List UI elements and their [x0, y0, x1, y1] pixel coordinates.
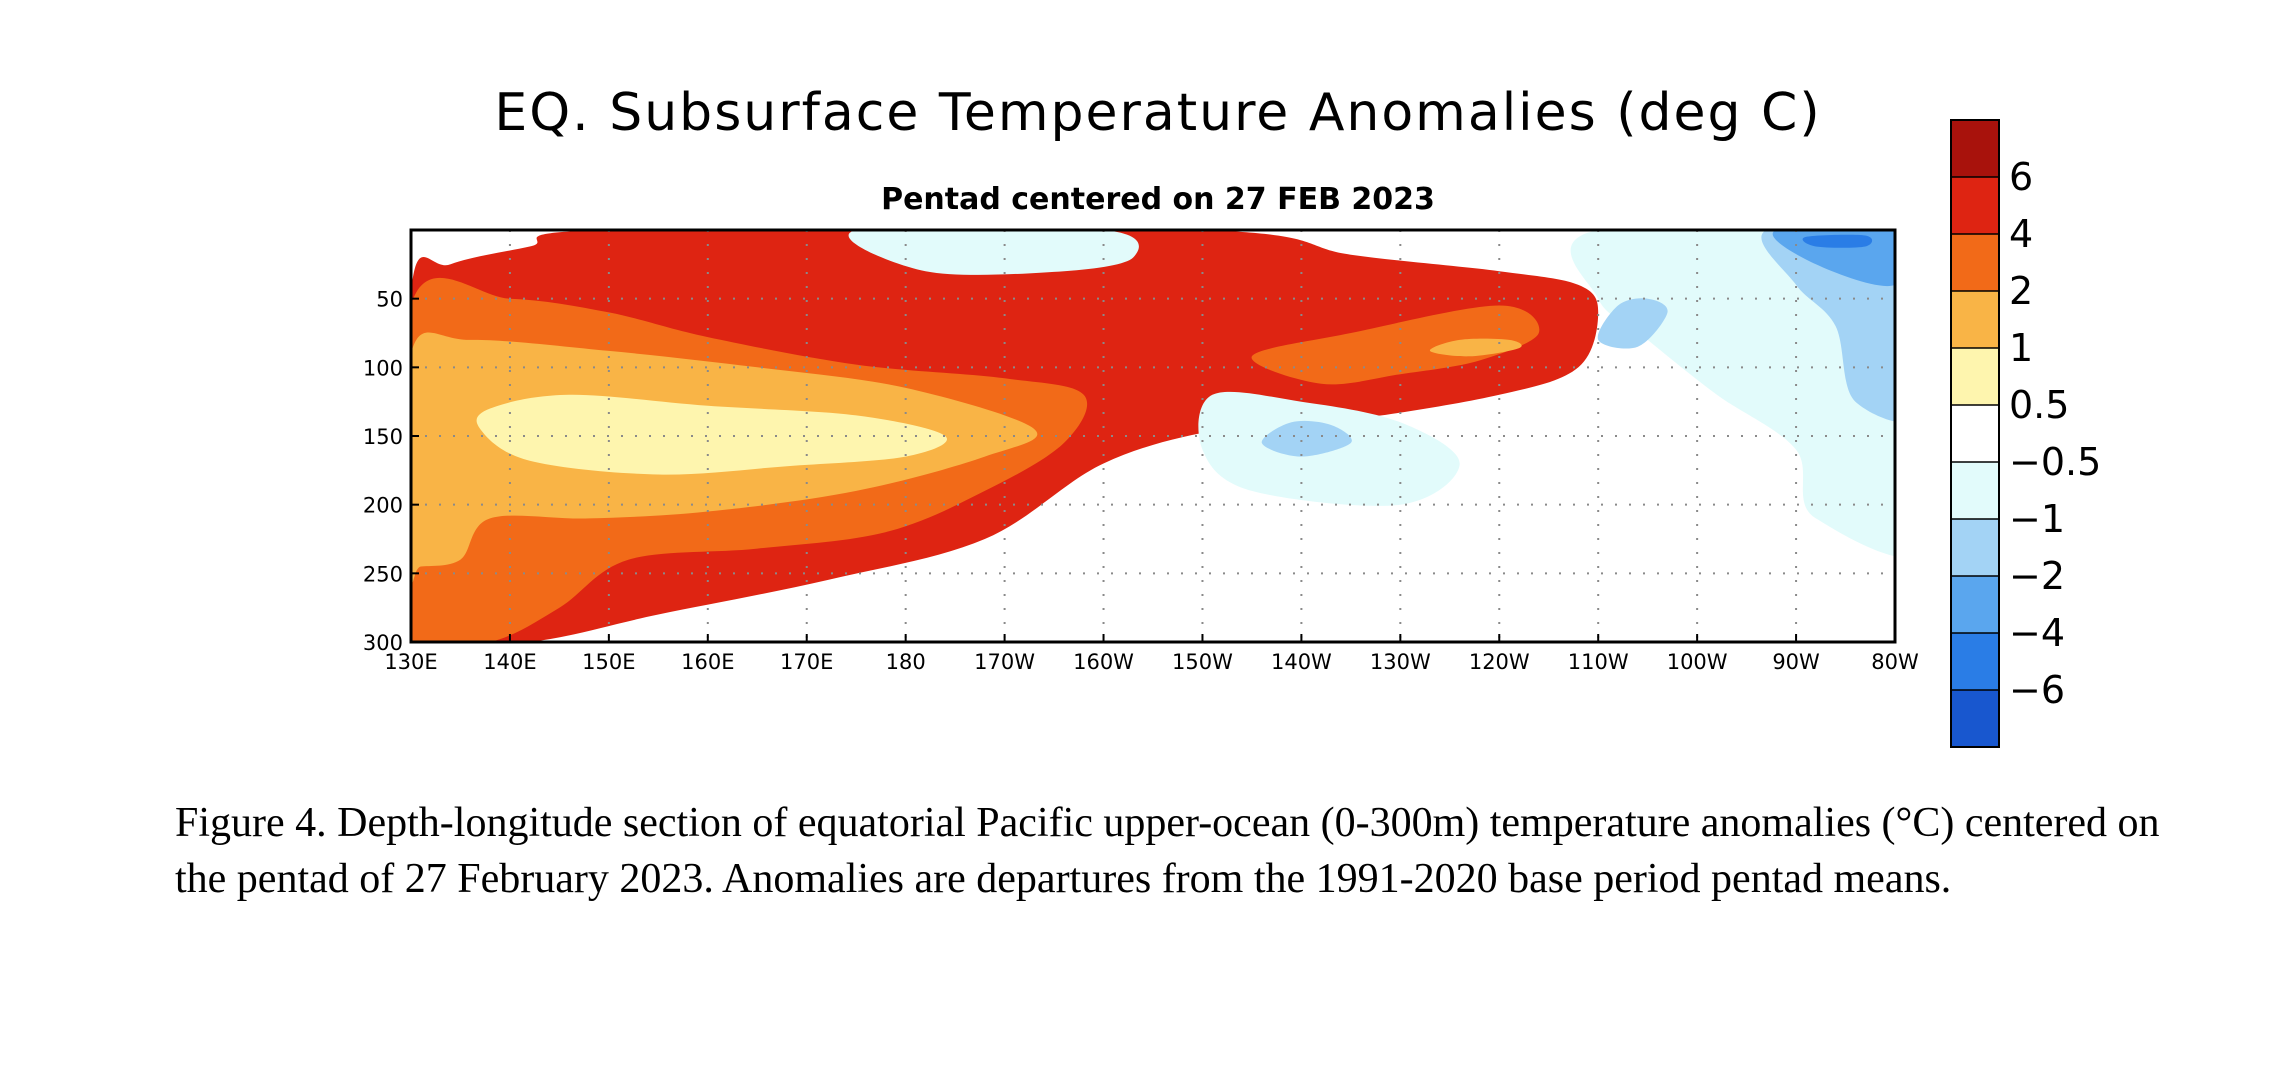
colorbar-swatch [1951, 405, 1999, 462]
x-tick-label: 130E [384, 650, 437, 674]
y-tick-label: 50 [376, 288, 403, 312]
x-tick-label: 90W [1772, 650, 1820, 674]
colorbar-frame [1950, 119, 2000, 748]
y-axis: 50 100 150 200 250 300 [363, 288, 419, 655]
colorbar-label: 4 [2009, 212, 2033, 256]
y-tick-label: 150 [363, 425, 403, 449]
colorbar-label: 6 [2009, 155, 2033, 199]
anomaly-region [1251, 305, 1540, 385]
colorbar-swatch [1951, 177, 1999, 234]
x-tick-label: 130W [1370, 650, 1431, 674]
x-tick-label: 140E [483, 650, 536, 674]
x-tick-label: 150W [1172, 650, 1233, 674]
x-tick-label: 120W [1469, 650, 1530, 674]
x-tick-label: 100W [1667, 650, 1728, 674]
anomaly-region [1261, 420, 1352, 457]
colorbar: 6 4 2 1 0.5 −0.5 −1 −2 −4 −6 [1950, 119, 2101, 748]
colorbar-swatch [1951, 291, 1999, 348]
figure-caption: Figure 4. Depth-longitude section of equ… [175, 800, 2160, 902]
x-tick-label: 170W [974, 650, 1035, 674]
x-tick-label: 150E [582, 650, 635, 674]
y-tick-label: 200 [363, 494, 403, 518]
colorbar-label: −4 [2009, 611, 2065, 655]
colorbar-label: −0.5 [2009, 440, 2101, 484]
x-tick-label: 110W [1568, 650, 1629, 674]
y-tick-label: 300 [363, 631, 403, 655]
x-tick-label: 170E [780, 650, 833, 674]
y-tick-label: 100 [363, 356, 403, 380]
colorbar-label: 0.5 [2009, 383, 2069, 427]
anomaly-region [1597, 298, 1668, 349]
colorbar-swatch [1951, 576, 1999, 633]
colorbar-swatch [1951, 633, 1999, 690]
x-tick-label: 140W [1271, 650, 1332, 674]
chart-title: EQ. Subsurface Temperature Anomalies (de… [494, 83, 1821, 143]
chart-subtitle: Pentad centered on 27 FEB 2023 [881, 182, 1435, 217]
anomaly-region [476, 394, 948, 475]
colorbar-label: −2 [2009, 554, 2065, 598]
colorbar-swatch [1951, 519, 1999, 576]
colorbar-label: 1 [2009, 326, 2033, 370]
colorbar-swatch [1951, 234, 1999, 291]
x-tick-label: 160W [1073, 650, 1134, 674]
colorbar-swatch [1951, 120, 1999, 177]
colorbar-swatch [1951, 348, 1999, 405]
colorbar-label: 2 [2009, 269, 2033, 313]
colorbar-label: −1 [2009, 497, 2065, 541]
x-axis: 130E 140E 150E 160E 170E 180 170W 160W 150W 140W 1… [384, 634, 1919, 674]
x-tick-label: 160E [681, 650, 734, 674]
colorbar-swatch [1951, 690, 1999, 747]
colorbar-label: −6 [2009, 668, 2065, 712]
y-tick-label: 250 [363, 562, 403, 586]
anomaly-region [1802, 234, 1873, 248]
x-tick-label: 180 [886, 650, 926, 674]
anomaly-region [848, 230, 1139, 275]
grid [411, 230, 1895, 642]
colorbar-swatch [1951, 462, 1999, 519]
x-tick-label: 80W [1871, 650, 1919, 674]
